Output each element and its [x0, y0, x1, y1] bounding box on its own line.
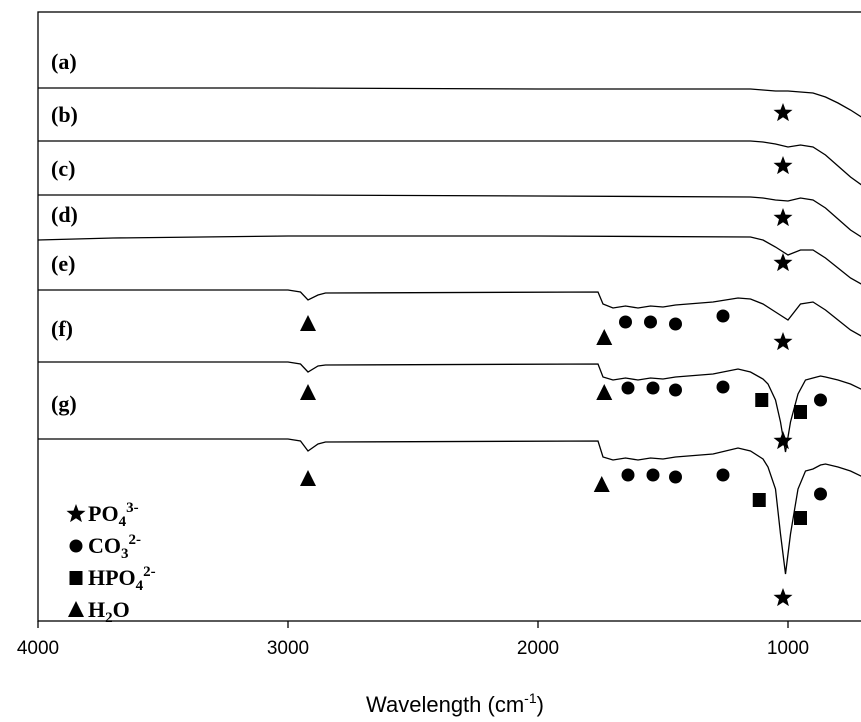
star-marker-4	[773, 332, 793, 351]
series-label-1: (b)	[51, 102, 78, 127]
circle-marker-8	[814, 393, 827, 407]
series-label-6: (g)	[51, 391, 77, 416]
triangle-marker-1	[596, 329, 613, 345]
circle-marker-7	[716, 380, 730, 394]
legend-label-3: H2O	[88, 597, 130, 626]
legend-square-icon	[69, 571, 83, 585]
circle-marker-6	[669, 383, 682, 397]
square-marker-2	[752, 493, 766, 507]
legend-circle-icon	[69, 539, 83, 553]
series-line-5	[38, 361, 861, 453]
x-axis-title-tail: )	[537, 692, 544, 717]
series-label-5: (f)	[51, 316, 73, 341]
legend-triangle-icon	[68, 601, 84, 617]
x-axis-ticks: 4000 3000 2000 1000	[17, 621, 809, 659]
x-axis-title-sup: -1	[524, 690, 537, 706]
x-axis-title: Wavelength (cm-1)	[366, 690, 544, 717]
x-axis-title-main: Wavelength (cm	[366, 692, 524, 717]
star-marker-2	[773, 208, 793, 227]
series-label-2: (c)	[51, 156, 75, 181]
x-tick-label-0: 4000	[17, 638, 59, 659]
series-line-3	[38, 235, 861, 285]
triangle-marker-2	[300, 384, 316, 400]
circle-marker-2	[669, 317, 682, 331]
annotation-markers	[300, 103, 827, 607]
triangle-marker-4	[300, 470, 316, 486]
star-marker-8	[773, 588, 793, 607]
series-label-4: (e)	[51, 251, 75, 276]
circle-marker-0	[619, 315, 632, 329]
legend-label-1: CO32-	[88, 532, 141, 562]
x-tick-label-2: 2000	[517, 638, 559, 659]
star-marker-3	[773, 253, 793, 272]
series-line-6	[38, 438, 861, 575]
legend-label-2: HPO42-	[88, 564, 156, 594]
star-marker-5	[773, 431, 793, 450]
square-marker-0	[755, 393, 769, 407]
circle-marker-5	[646, 381, 660, 395]
square-marker-1	[794, 405, 807, 419]
circle-marker-11	[669, 470, 682, 484]
circle-marker-3	[716, 309, 730, 323]
square-marker-3	[794, 511, 807, 525]
series-line-0	[38, 87, 861, 118]
star-marker-0	[773, 103, 793, 122]
triangle-marker-0	[300, 315, 316, 331]
curve-labels: (a) (b) (c) (d) (e) (f) (g)	[51, 49, 78, 416]
series-label-3: (d)	[51, 202, 78, 227]
circle-marker-9	[621, 468, 635, 482]
circle-marker-1	[644, 315, 657, 329]
legend-star-icon	[66, 504, 86, 523]
triangle-marker-5	[593, 476, 610, 492]
circle-marker-12	[716, 468, 730, 482]
x-tick-label-1: 3000	[267, 638, 309, 659]
series-line-2	[38, 194, 861, 238]
series-line-4	[38, 289, 861, 337]
legend: PO43-CO32-HPO42- H2O	[66, 500, 156, 626]
series-label-0: (a)	[51, 49, 77, 74]
star-marker-1	[773, 156, 793, 175]
series-layer	[38, 87, 861, 575]
circle-marker-13	[814, 487, 827, 501]
circle-marker-4	[621, 381, 635, 395]
legend-label-0: PO43-	[88, 500, 139, 530]
triangle-marker-3	[596, 384, 613, 400]
x-tick-label-3: 1000	[767, 638, 809, 659]
plot-frame	[37, 11, 861, 622]
circle-marker-10	[646, 468, 660, 482]
series-line-1	[38, 140, 861, 186]
